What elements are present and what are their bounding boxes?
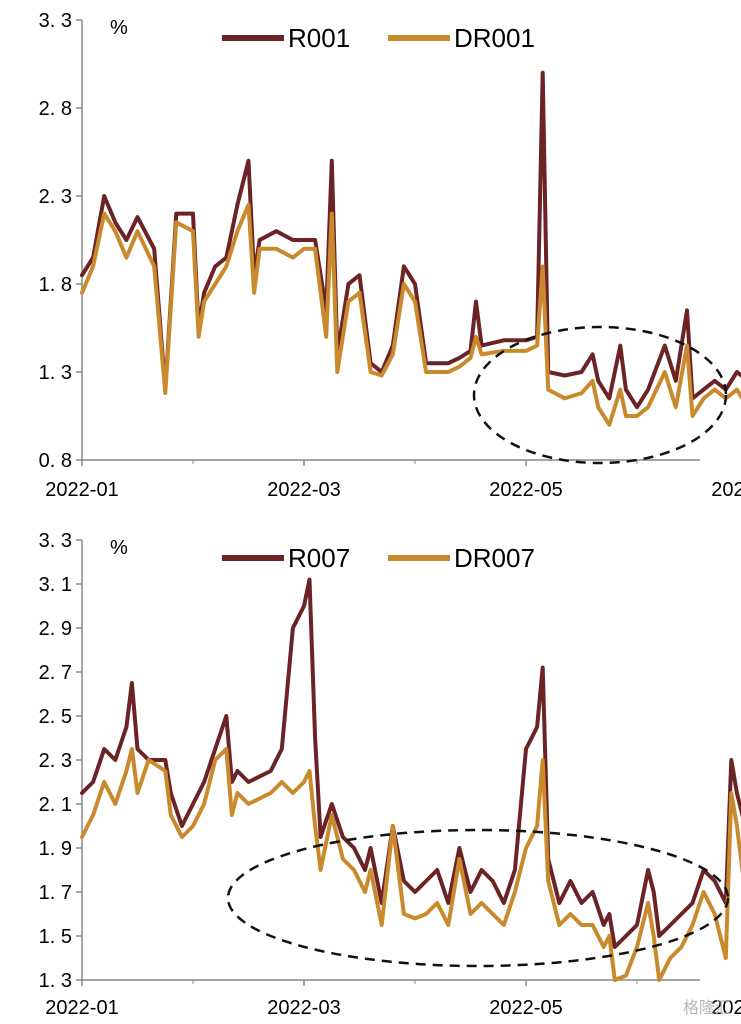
highlight-ellipse — [472, 325, 728, 465]
series-lines — [80, 70, 741, 427]
y-tick-label: 2. 8 — [39, 98, 72, 120]
series-line-r007 — [80, 577, 741, 949]
y-axis: 3. 3 2. 8 2. 3 1. 8 1. 3 0. 8 — [39, 10, 83, 472]
unit-label: % — [110, 17, 128, 39]
y-tick-label: 2. 3 — [39, 750, 72, 772]
x-tick-label: 2022-01 — [45, 479, 118, 501]
x-tick-label: 2022-05 — [489, 479, 562, 501]
y-tick-label: 1. 5 — [39, 926, 72, 948]
y-tick-label: 2. 7 — [39, 662, 72, 684]
series-lines — [80, 577, 741, 982]
y-tick-label: 1. 3 — [39, 362, 72, 384]
x-tick-label: 2022-07 — [711, 479, 741, 501]
x-tick-label: 2022-05 — [489, 997, 562, 1019]
y-tick-label: 2. 5 — [39, 706, 72, 728]
legend: R001 DR001 — [222, 23, 535, 53]
x-tick-label: 2022-03 — [267, 997, 340, 1019]
y-tick-label: 2. 9 — [39, 618, 72, 640]
y-tick-label: 0. 8 — [39, 450, 72, 472]
y-tick-label: 1. 8 — [39, 274, 72, 296]
highlight-ellipse — [226, 828, 730, 968]
legend-label-r007: R007 — [288, 543, 350, 573]
y-tick-label: 1. 3 — [39, 970, 72, 992]
y-tick-label: 2. 1 — [39, 794, 72, 816]
series-line-dr007 — [80, 747, 741, 982]
y-tick-label: 2. 3 — [39, 186, 72, 208]
legend: R007 DR007 — [222, 543, 535, 573]
x-tick-label: 2022-07 — [711, 997, 741, 1019]
y-tick-label: 3. 3 — [39, 530, 72, 552]
y-tick-label: 3. 1 — [39, 574, 72, 596]
y-tick-label: 1. 7 — [39, 882, 72, 904]
x-axis: 2022-012022-032022-052022-072022-092022-… — [45, 459, 741, 501]
r007-dr007-chart: 3. 3 3. 1 2. 9 2. 7 2. 5 2. 3 2. 1 1. 9 1. 7 1. 5… — [39, 530, 741, 1019]
unit-label: % — [110, 537, 128, 559]
series-line-dr001 — [80, 202, 741, 427]
series-line-r001 — [80, 70, 741, 410]
x-tick-label: 2022-01 — [45, 997, 118, 1019]
watermark: 格隆汇 — [682, 1000, 731, 1017]
legend-label-dr001: DR001 — [454, 23, 535, 53]
legend-label-r001: R001 — [288, 23, 350, 53]
y-tick-label: 3. 3 — [39, 10, 72, 32]
y-axis: 3. 3 3. 1 2. 9 2. 7 2. 5 2. 3 2. 1 1. 9 1. 7 1. 5… — [39, 530, 83, 992]
x-axis: 2022-012022-032022-052022-072022-092022-… — [45, 979, 741, 1019]
y-tick-label: 1. 9 — [39, 838, 72, 860]
legend-label-dr007: DR007 — [454, 543, 535, 573]
x-tick-label: 2022-03 — [267, 479, 340, 501]
r001-dr001-chart: 3. 3 2. 8 2. 3 1. 8 1. 3 0. 8 2022-01 2022-03 2… — [39, 10, 741, 501]
